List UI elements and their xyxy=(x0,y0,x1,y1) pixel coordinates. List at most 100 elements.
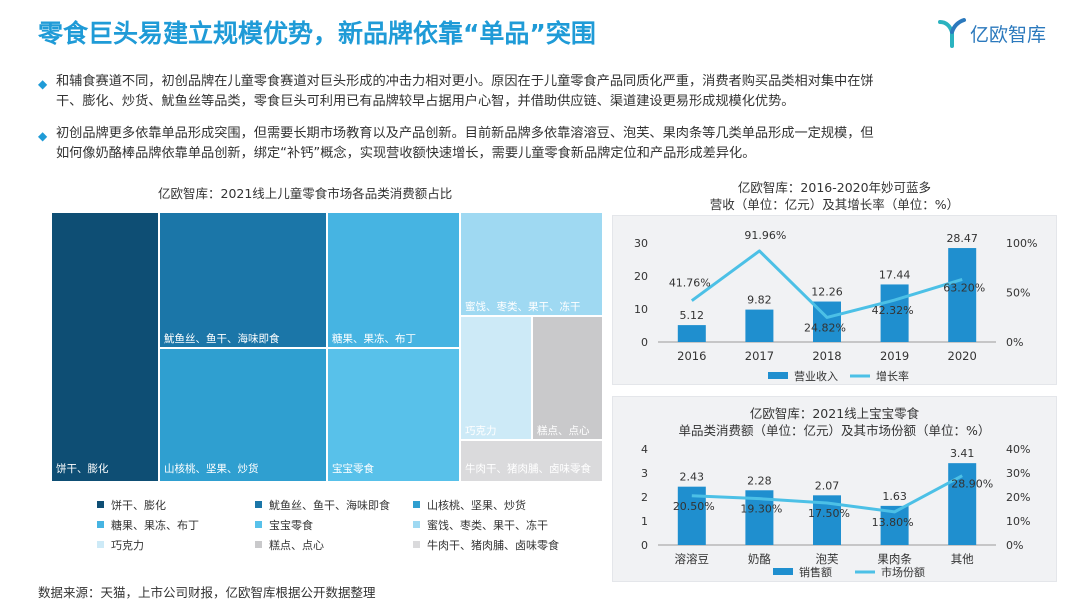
chart-subtitle: 单品类消费额（单位：亿元）及其市场份额（单位：%） xyxy=(678,423,991,438)
diamond-bullet-icon: ◆ xyxy=(38,77,48,91)
y-left-tick-label: 2 xyxy=(641,491,648,504)
bullet-line: 和辅食赛道不同，初创品牌在儿童零食赛道对巨头形成的冲击力相对更小。原因在于儿童零… xyxy=(56,74,874,89)
y-right-tick-label: 0% xyxy=(1006,539,1023,552)
page-title: 零食巨头易建立规模优势，新品牌依靠“单品”突围 xyxy=(38,19,596,48)
revenue-growth-chart: 0 10 20 30 0% 50% 100% 5.12 2016 9.82 2017 12.26 201… xyxy=(634,229,1037,383)
logo-text: 亿欧智库 xyxy=(970,24,1047,46)
bullet-line: 如何像奶酪棒品牌依靠单品创新，绑定“补钙”概念，实现营收额快速增长，需要儿童零食… xyxy=(56,146,756,161)
baby-snack-share-chart: 012340%10%20%30%40%2.43溶溶豆2.28奶酪2.07泡芙1.… xyxy=(641,443,1030,579)
bullet-point: ◆ 初创品牌更多依靠单品形成突围，但需要长期市场教育以及产品创新。目前新品牌多依… xyxy=(38,124,1048,164)
treemap-tile: 山核桃、坚果、炒货 xyxy=(159,348,327,482)
bar xyxy=(745,309,774,342)
bar-value-label: 12.26 xyxy=(811,286,843,299)
legend-swatch xyxy=(255,541,262,548)
bar-value-label: 9.82 xyxy=(747,294,772,307)
legend-label: 增长率 xyxy=(876,369,909,383)
legend-swatch xyxy=(773,568,793,575)
line-value-label: 28.90% xyxy=(951,478,993,491)
legend-item: 饼干、膨化 xyxy=(97,497,166,513)
logo-icon xyxy=(938,18,966,48)
x-tick-label: 果肉条 xyxy=(877,552,912,566)
line-value-label: 19.30% xyxy=(740,503,782,516)
legend-swatch xyxy=(255,501,262,508)
y-right-tick-label: 30% xyxy=(1006,467,1030,480)
line-value-label: 91.96% xyxy=(744,229,786,242)
legend-swatch xyxy=(413,521,420,528)
line-value-label: 24.82% xyxy=(804,321,846,334)
legend-swatch xyxy=(768,372,788,379)
bar xyxy=(677,325,706,342)
legend-label: 市场份额 xyxy=(881,565,925,579)
series-line xyxy=(690,249,963,319)
bar-value-label: 2.28 xyxy=(747,474,772,487)
revenue-chart-panel: 0 10 20 30 0% 50% 100% 5.12 2016 9.82 2017 12.26 201… xyxy=(612,215,1057,385)
tile-label: 糖果、果冻、布丁 xyxy=(332,333,416,345)
treemap-tile: 糕点、点心 xyxy=(532,316,603,440)
legend-swatch xyxy=(97,501,104,508)
line-value-label: 42.32% xyxy=(872,304,914,317)
x-tick-label: 泡芙 xyxy=(816,552,839,566)
y-right-tick-label: 0% xyxy=(1006,336,1023,349)
legend-item: 牛肉干、猪肉脯、卤味零食 xyxy=(413,537,559,553)
y-left-tick-label: 0 xyxy=(641,539,648,552)
line-value-label: 13.80% xyxy=(872,516,914,529)
chart-subtitle: 营收（单位：亿元）及其增长率（单位：%） xyxy=(709,197,960,212)
tile-label: 蜜饯、枣类、果干、冻干 xyxy=(465,301,581,313)
bar xyxy=(948,248,977,342)
y-left-tick-label: 30 xyxy=(634,237,648,250)
x-tick-label: 2019 xyxy=(880,349,909,363)
data-source-note: 数据来源：天猫，上市公司财报，亿欧智库根据公开数据整理 xyxy=(38,585,376,600)
tile-label: 巧克力 xyxy=(465,425,497,437)
bar-value-label: 5.12 xyxy=(680,309,705,322)
y-right-tick-label: 100% xyxy=(1006,237,1037,250)
legend-item: 宝宝零食 xyxy=(255,517,313,533)
x-tick-label: 其他 xyxy=(951,552,974,566)
x-tick-label: 奶酪 xyxy=(748,552,771,566)
bar-value-label: 28.47 xyxy=(946,232,978,245)
tile-label: 牛肉干、猪肉脯、卤味零食 xyxy=(465,463,591,475)
y-left-tick-label: 1 xyxy=(641,515,648,528)
legend-swatch xyxy=(413,541,420,548)
series-line xyxy=(691,474,963,514)
y-right-tick-label: 40% xyxy=(1006,443,1030,456)
treemap-legend: 饼干、膨化 魷鱼丝、鱼干、海味即食 山核桃、坚果、炒货 糖果、果冻、布丁 宝宝零… xyxy=(97,497,607,557)
y-right-tick-label: 10% xyxy=(1006,515,1030,528)
legend-label: 销售额 xyxy=(799,565,832,579)
treemap-chart: 饼干、膨化 魷鱼丝、鱼干、海味即食 山核桃、坚果、炒货 糖果、果冻、布丁 宝宝零… xyxy=(51,212,603,482)
tile-label: 魷鱼丝、鱼干、海味即食 xyxy=(164,333,280,345)
tile-label: 糕点、点心 xyxy=(537,425,590,437)
legend-item: 魷鱼丝、鱼干、海味即食 xyxy=(255,497,390,513)
legend-item: 巧克力 xyxy=(97,537,144,553)
treemap-title: 亿欧智库：2021线上儿童零食市场各品类消费额占比 xyxy=(158,186,453,201)
legend-item: 糕点、点心 xyxy=(255,537,324,553)
x-tick-label: 2016 xyxy=(677,349,706,363)
line-value-label: 63.20% xyxy=(943,281,985,294)
tile-label: 饼干、膨化 xyxy=(56,463,109,475)
legend-swatch xyxy=(97,541,104,548)
legend-swatch xyxy=(97,521,104,528)
x-tick-label: 溶溶豆 xyxy=(675,552,710,566)
line-value-label: 20.50% xyxy=(673,500,715,513)
y-left-tick-label: 3 xyxy=(641,467,648,480)
y-right-tick-label: 20% xyxy=(1006,491,1030,504)
x-tick-label: 2017 xyxy=(745,349,774,363)
bullet-point: ◆ 和辅食赛道不同，初创品牌在儿童零食赛道对巨头形成的冲击力相对更小。原因在于儿… xyxy=(38,72,1048,112)
bar-value-label: 2.43 xyxy=(680,471,705,484)
tile-label: 宝宝零食 xyxy=(332,463,374,475)
line-value-label: 41.76% xyxy=(669,277,711,290)
bar-value-label: 17.44 xyxy=(879,268,911,281)
treemap-tile: 魷鱼丝、鱼干、海味即食 xyxy=(159,212,327,348)
tile-label: 山核桃、坚果、炒货 xyxy=(164,463,259,475)
legend-swatch xyxy=(255,521,262,528)
legend-label: 营业收入 xyxy=(794,369,838,383)
bullet-line: 初创品牌更多依靠单品形成突围，但需要长期市场教育以及产品创新。目前新品牌多依靠溶… xyxy=(56,126,874,141)
y-left-tick-label: 4 xyxy=(641,443,648,456)
bar-value-label: 3.41 xyxy=(950,447,975,460)
chart-title: 亿欧智库：2016-2020年妙可蓝多 xyxy=(737,180,932,195)
y-left-tick-label: 0 xyxy=(641,336,648,349)
treemap-tile: 宝宝零食 xyxy=(327,348,460,482)
y-right-tick-label: 50% xyxy=(1006,287,1030,300)
legend-item: 蜜饯、枣类、果干、冻干 xyxy=(413,517,548,533)
bar xyxy=(880,284,909,342)
treemap-tile: 饼干、膨化 xyxy=(51,212,159,482)
